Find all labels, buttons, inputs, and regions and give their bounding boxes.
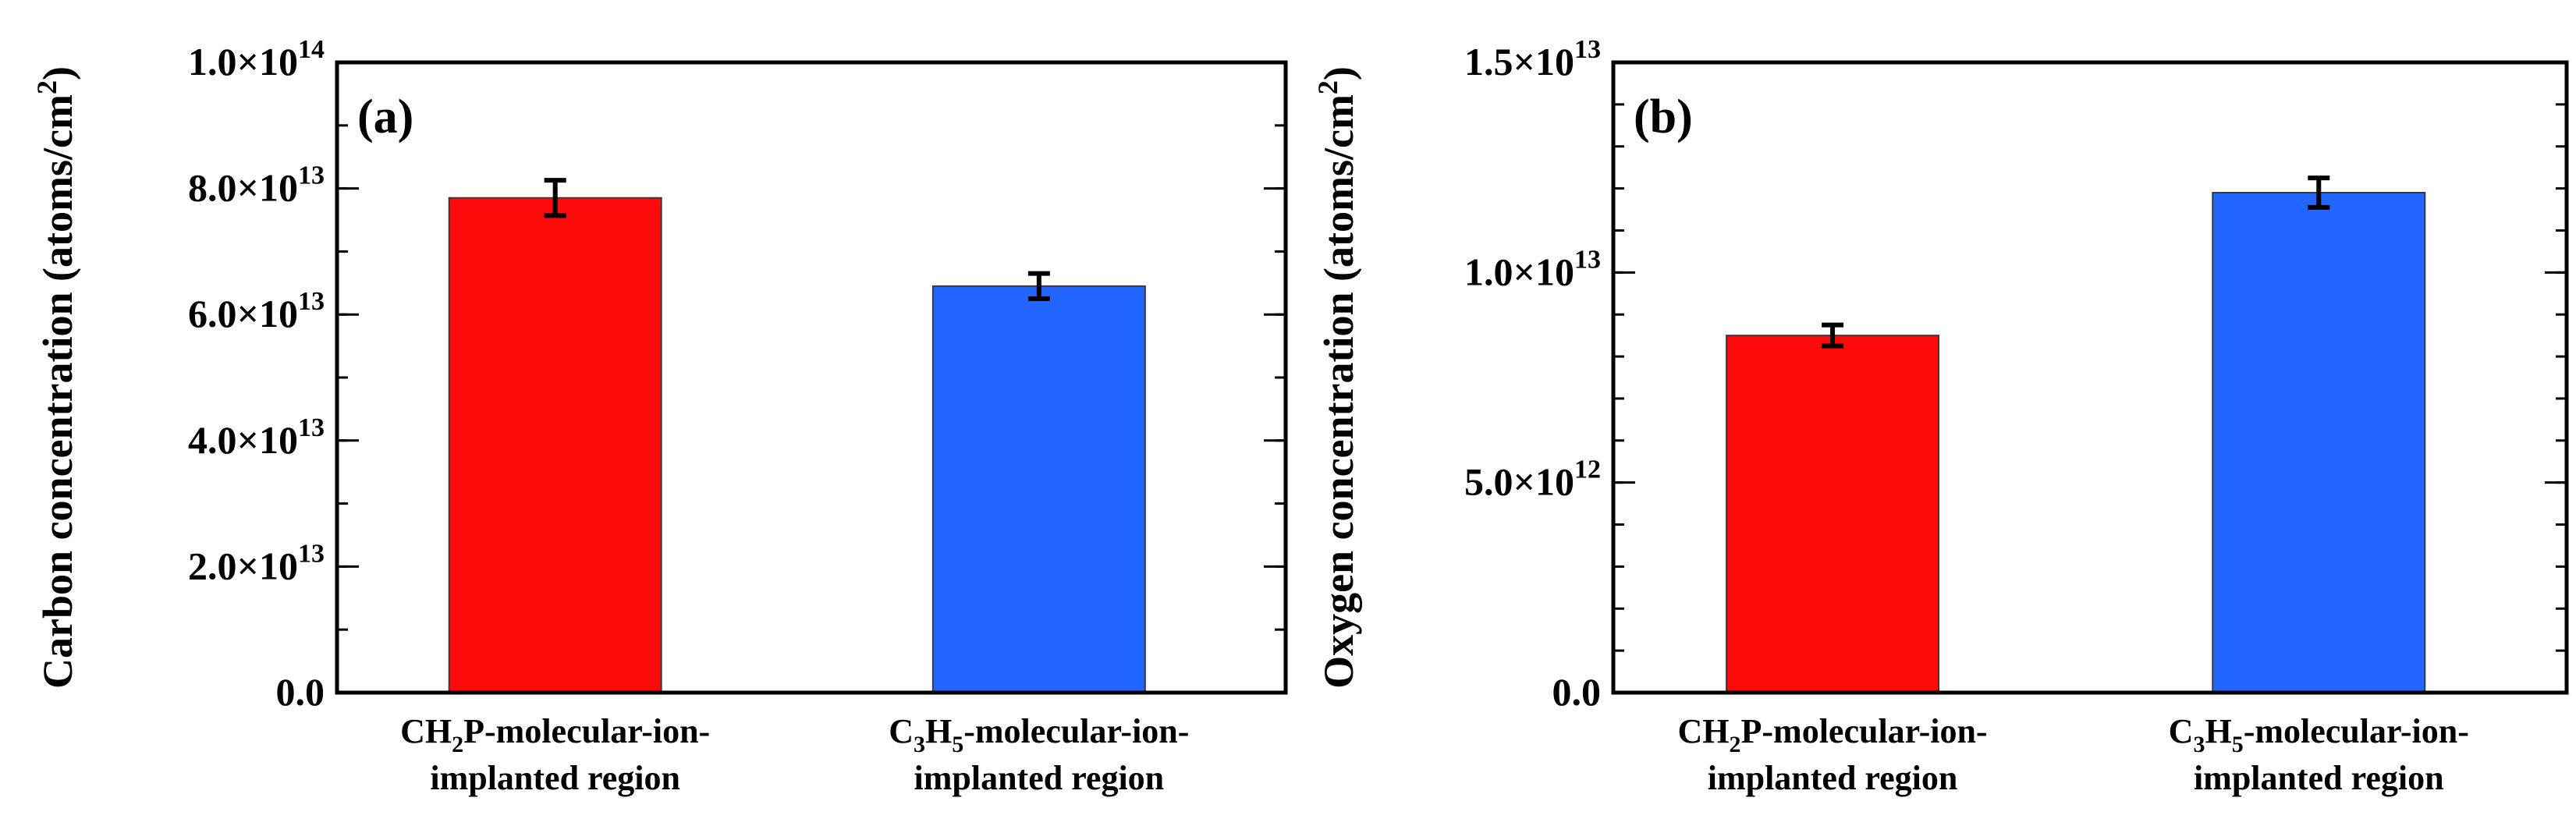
x-category-label: implanted region <box>1708 759 1958 797</box>
y-axis-label: Carbon concentration (atoms/cm2) <box>31 66 81 689</box>
y-axis-label: Oxygen concentration (atoms/cm2) <box>1312 66 1362 689</box>
x-category-label: C3H5-molecular-ion- <box>2169 712 2469 757</box>
x-category-label: CH2P-molecular-ion- <box>1678 712 1988 757</box>
panel-label: (b) <box>1634 90 1693 144</box>
x-category-label: implanted region <box>2194 759 2444 797</box>
y-tick-label: 4.0×1013 <box>188 413 325 462</box>
error-bar <box>1027 271 1050 301</box>
panel-a: 0.0 2.0×1013 4.0×1013 6.0×1013 8.0×1013 1.0×1… <box>31 35 1288 797</box>
error-bar <box>2308 175 2330 210</box>
x-category-label: implanted region <box>430 759 680 797</box>
y-tick-label: 2.0×1013 <box>188 539 325 587</box>
x-category-label: CH2P-molecular-ion- <box>400 712 710 757</box>
bar-ch2p <box>448 197 662 694</box>
bar-ch2p <box>1726 335 1940 693</box>
error-bar <box>544 178 566 218</box>
bar-c3h5 <box>2212 191 2426 693</box>
y-tick-label: 5.0×1012 <box>1464 456 1601 504</box>
bar-c3h5 <box>931 285 1146 693</box>
y-tick-label: 0.0 <box>276 670 325 714</box>
error-bar <box>1822 322 1844 349</box>
panel-b: 0.0 5.0×1012 1.0×1013 1.5×1013 (b) Oxygen con… <box>1312 35 2569 797</box>
y-tick-label: 1.0×1014 <box>188 35 325 83</box>
x-category-label: implanted region <box>914 759 1165 797</box>
x-category-label: C3H5-molecular-ion- <box>889 712 1189 757</box>
y-tick-label: 1.5×1013 <box>1464 35 1601 83</box>
plot-frame <box>1611 60 2569 695</box>
panel-label: (a) <box>357 90 413 144</box>
y-tick-label: 8.0×1013 <box>188 161 325 210</box>
y-tick-label: 1.0×1013 <box>1464 245 1601 293</box>
y-tick-label: 6.0×1013 <box>188 287 325 335</box>
y-tick-label: 0.0 <box>1552 670 1602 714</box>
